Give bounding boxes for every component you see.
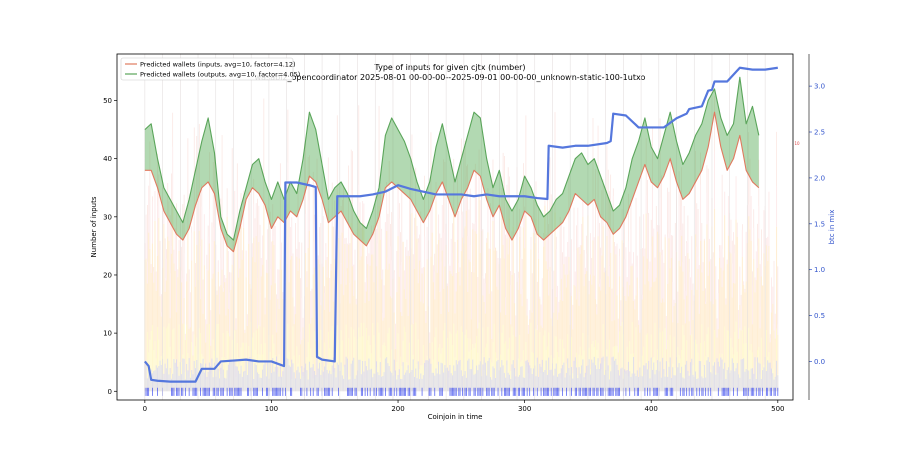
y2-tick-label: 2.0: [814, 174, 825, 182]
series-line-outputs: [144, 76, 760, 241]
chart-title: Type of inputs for given cjtx (number): [373, 63, 525, 72]
legend: Predicted wallets (inputs, avg=10, facto…: [120, 57, 300, 81]
y-tick-label: 40: [103, 155, 112, 163]
x-tick-label: 200: [391, 405, 404, 413]
y2-tick-label: 0.0: [814, 358, 825, 366]
y-tick-label: 10: [103, 330, 112, 338]
legend-box: [120, 57, 294, 81]
chart-subtitle: wasabi2_opencoordinator 2025-08-01 00-00…: [255, 73, 646, 82]
y2-tick-label: 0.5: [814, 312, 825, 320]
x-tick-label: 400: [645, 405, 658, 413]
x-tick-label: 100: [265, 405, 278, 413]
y2-tick-label: 2.5: [814, 129, 825, 137]
y2-tick-label: 3.0: [814, 83, 825, 91]
series-line-inputs: [144, 111, 760, 253]
x-tick-label: 0: [143, 405, 147, 413]
y2-axis: 0.0 0.5 1.0 1.5 2.0 2.5 3.0: [808, 54, 825, 400]
chart-marks: [144, 66, 778, 383]
right-edge-label: 10: [794, 141, 800, 146]
y2-axis-label: btc in mix: [828, 210, 836, 245]
y2-tick-label: 1.0: [814, 266, 825, 274]
fill-between-series: [144, 77, 759, 252]
legend-label-inputs: Predicted wallets (inputs, avg=10, facto…: [140, 61, 296, 69]
x-axis-label: Coinjoin in time: [428, 413, 483, 421]
y-tick-label: 0: [108, 388, 112, 396]
legend-label-outputs: Predicted wallets (outputs, avg=10, fact…: [140, 71, 300, 79]
plot-frame: [116, 53, 794, 401]
y-tick-label: 50: [103, 97, 112, 105]
y-axis: 0 10 20 30 40 50: [103, 97, 117, 396]
x-tick-label: 500: [771, 405, 784, 413]
x-tick-label: 300: [518, 405, 531, 413]
plot-area: [144, 54, 779, 400]
y2-tick-label: 1.5: [814, 220, 825, 228]
y-tick-label: 30: [103, 213, 112, 221]
x-axis: 0 100 200 300 400 500: [143, 400, 784, 413]
y-tick-label: 20: [103, 271, 112, 279]
y-axis-label: Number of inputs: [90, 196, 98, 257]
